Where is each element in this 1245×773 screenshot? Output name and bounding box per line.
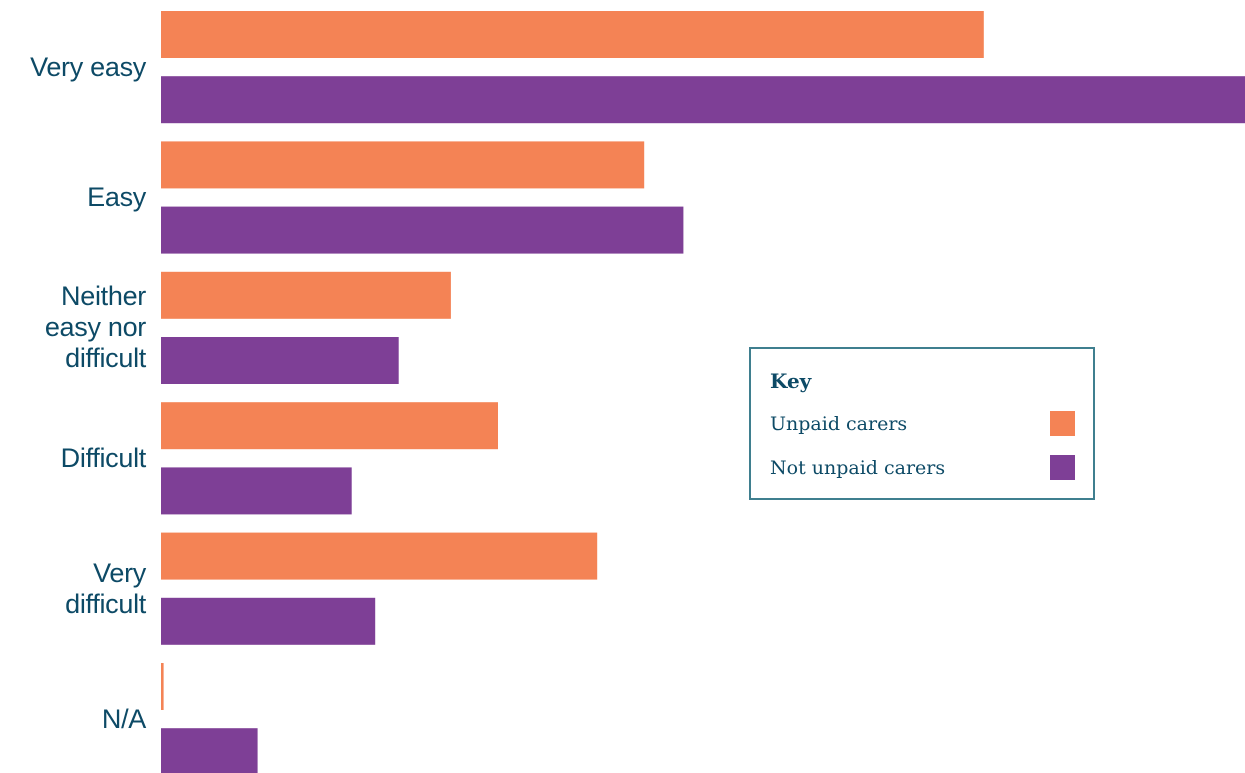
category-label-line: Neither xyxy=(61,281,146,312)
category-label-line: Very xyxy=(93,557,146,588)
bar-difficult-unpaid-carers xyxy=(161,402,498,450)
bar-easy-not-unpaid-carers xyxy=(161,206,684,254)
bar-very-easy-unpaid-carers xyxy=(161,11,984,58)
category-label-line: difficult xyxy=(65,588,146,619)
bar-difficult-not-unpaid-carers xyxy=(161,467,352,515)
legend-item-unpaid-carers: Unpaid carers xyxy=(770,411,1078,439)
legend-label-not-unpaid-carers: Not unpaid carers xyxy=(770,457,946,479)
category-label-line: N/A xyxy=(101,703,146,734)
bar-very-difficult-not-unpaid-carers xyxy=(161,597,376,645)
bar-easy-unpaid-carers xyxy=(161,141,645,189)
bar-n-a-not-unpaid-carers xyxy=(161,728,258,773)
legend-item-not-unpaid-carers: Not unpaid carers xyxy=(770,455,1078,483)
category-label-n-a: N/A xyxy=(0,704,146,735)
bar-very-difficult-unpaid-carers xyxy=(161,532,598,580)
category-label-line: Difficult xyxy=(60,442,147,473)
bar-n-a-unpaid-carers xyxy=(161,663,164,710)
category-label-difficult: Difficult xyxy=(0,442,147,474)
legend-title: Key xyxy=(770,369,812,393)
bar-very-easy-not-unpaid-carers xyxy=(161,76,1245,124)
legend-label-unpaid-carers: Unpaid carers xyxy=(770,413,908,435)
bar-neither-easy-nor-difficult-unpaid-carers xyxy=(161,271,451,319)
category-label-line: Very easy xyxy=(30,51,146,82)
legend-swatch-not-unpaid-carers xyxy=(1050,455,1075,480)
bar-neither-easy-nor-difficult-not-unpaid-carers xyxy=(161,337,399,384)
category-label-line: easy nor xyxy=(44,312,146,343)
category-label-line: difficult xyxy=(65,343,146,374)
category-label-very-difficult: Very difficult xyxy=(0,558,146,620)
category-label-line: Easy xyxy=(87,182,146,212)
legend-swatch-unpaid-carers xyxy=(1050,411,1075,436)
legend: Key Unpaid carers Not unpaid carers xyxy=(749,347,1095,500)
category-label-very-easy: Very easy xyxy=(0,52,146,83)
category-label-easy: Easy xyxy=(0,182,146,213)
category-label-neither-easy-nor-difficult: Neither easy nor difficult xyxy=(0,281,146,374)
